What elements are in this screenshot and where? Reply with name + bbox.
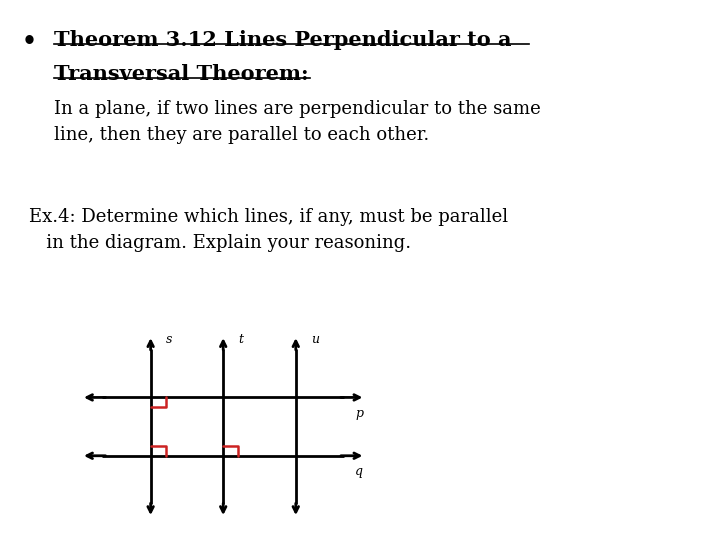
- Text: •: •: [22, 30, 37, 53]
- Text: t: t: [238, 333, 243, 346]
- Text: p: p: [355, 407, 364, 420]
- Text: s: s: [166, 333, 172, 346]
- Text: Ex.4: Determine which lines, if any, must be parallel
   in the diagram. Explain: Ex.4: Determine which lines, if any, mus…: [29, 208, 508, 252]
- Text: Theorem 3.12 Lines Perpendicular to a: Theorem 3.12 Lines Perpendicular to a: [54, 30, 511, 50]
- Text: Transversal Theorem:: Transversal Theorem:: [54, 64, 309, 84]
- Text: In a plane, if two lines are perpendicular to the same
line, then they are paral: In a plane, if two lines are perpendicul…: [54, 100, 541, 144]
- Text: q: q: [355, 465, 364, 478]
- Text: u: u: [311, 333, 319, 346]
